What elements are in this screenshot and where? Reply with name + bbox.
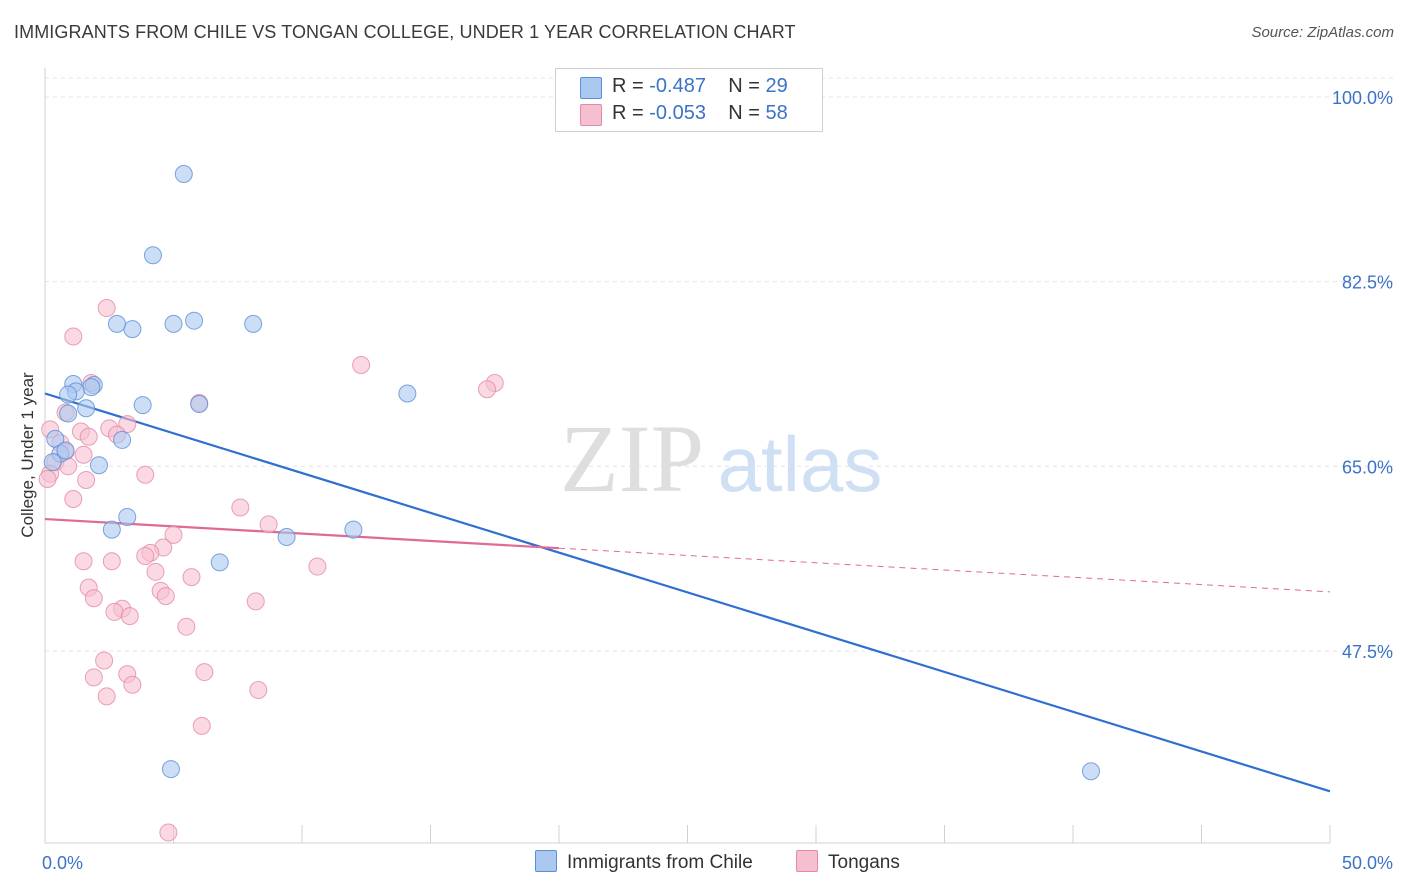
legend-r-label: R = bbox=[612, 102, 650, 124]
data-point-tongans bbox=[136, 546, 155, 565]
bottom-legend-chile: Immigrants from Chile bbox=[535, 850, 753, 874]
y-tick-label: 82.5% bbox=[1342, 273, 1393, 293]
data-point-tongans bbox=[64, 490, 83, 509]
data-point-chile bbox=[56, 441, 75, 460]
data-point-chile bbox=[59, 404, 78, 423]
legend-r-label: R = bbox=[612, 75, 650, 97]
data-point-chile bbox=[210, 553, 229, 572]
legend-n-value: 58 bbox=[765, 102, 788, 124]
data-point-tongans bbox=[156, 587, 175, 606]
data-point-tongans bbox=[192, 716, 211, 735]
data-point-chile bbox=[244, 314, 263, 333]
data-point-chile bbox=[190, 395, 209, 414]
legend-n-label: N = bbox=[728, 75, 766, 97]
data-point-chile bbox=[89, 456, 108, 475]
data-point-tongans bbox=[79, 427, 98, 446]
legend-swatch-blue bbox=[580, 77, 602, 99]
legend-swatch-pink bbox=[580, 104, 602, 126]
data-point-tongans bbox=[308, 557, 327, 576]
bottom-legend-swatch-blue bbox=[535, 850, 557, 872]
data-point-chile bbox=[174, 165, 193, 184]
data-point-chile bbox=[102, 520, 121, 539]
data-point-chile bbox=[185, 311, 204, 330]
data-point-tongans bbox=[231, 498, 250, 517]
data-point-chile bbox=[107, 314, 126, 333]
data-point-tongans bbox=[352, 356, 371, 375]
data-point-tongans bbox=[177, 617, 196, 636]
data-point-chile bbox=[161, 760, 180, 779]
watermark-atlas: atlas bbox=[718, 420, 883, 508]
data-point-chile bbox=[398, 384, 417, 403]
data-point-chile bbox=[277, 528, 296, 547]
x-tick-label: 50.0% bbox=[1342, 853, 1393, 873]
data-point-tongans bbox=[478, 380, 497, 399]
data-point-tongans bbox=[77, 471, 96, 490]
y-axis-label: College, Under 1 year bbox=[18, 372, 37, 538]
axes bbox=[44, 68, 1331, 844]
watermark: ZIP atlas bbox=[560, 405, 882, 512]
bottom-legend-label: Tongans bbox=[828, 852, 900, 873]
data-point-tongans bbox=[259, 515, 278, 534]
tick-labels: 47.5% 65.0% 82.5% 100.0% 0.0% 50.0% bbox=[42, 88, 1393, 873]
data-point-tongans bbox=[146, 562, 165, 581]
legend-n-label: N = bbox=[728, 102, 766, 124]
data-point-chile bbox=[1081, 762, 1100, 781]
data-point-tongans bbox=[64, 327, 83, 346]
data-point-tongans bbox=[74, 445, 93, 464]
legend-r-value: -0.487 bbox=[649, 75, 706, 97]
data-point-tongans bbox=[84, 589, 103, 608]
legend-r-value: -0.053 bbox=[649, 102, 706, 124]
data-point-tongans bbox=[182, 568, 201, 587]
data-point-tongans bbox=[159, 823, 178, 842]
bottom-legend-label: Immigrants from Chile bbox=[567, 852, 753, 873]
data-point-chile bbox=[118, 507, 137, 526]
watermark-zip: ZIP bbox=[560, 405, 704, 512]
legend-n-value: 29 bbox=[765, 75, 788, 97]
bottom-legend-swatch-pink bbox=[796, 850, 818, 872]
data-point-chile bbox=[133, 396, 152, 415]
data-point-chile bbox=[113, 430, 132, 449]
data-point-tongans bbox=[84, 668, 103, 687]
data-point-tongans bbox=[249, 681, 268, 700]
data-point-tongans bbox=[136, 465, 155, 484]
trend-line-tongans-extrapolated bbox=[558, 547, 1331, 593]
data-point-chile bbox=[123, 320, 142, 339]
bottom-legend-tongans: Tongans bbox=[796, 850, 900, 874]
data-point-tongans bbox=[120, 607, 139, 626]
data-point-tongans bbox=[38, 469, 57, 488]
data-points bbox=[38, 165, 1100, 842]
data-point-chile bbox=[59, 385, 78, 404]
y-tick-label: 47.5% bbox=[1342, 642, 1393, 662]
chart-source: Source: ZipAtlas.com bbox=[1251, 24, 1394, 41]
trend-line-chile bbox=[44, 392, 1331, 793]
data-point-chile bbox=[164, 314, 183, 333]
data-point-chile bbox=[43, 453, 62, 472]
data-point-chile bbox=[82, 378, 101, 397]
data-point-tongans bbox=[102, 552, 121, 571]
y-tick-label: 100.0% bbox=[1332, 88, 1393, 108]
y-tick-label: 65.0% bbox=[1342, 457, 1393, 477]
data-point-tongans bbox=[246, 592, 265, 611]
chart-title: IMMIGRANTS FROM CHILE VS TONGAN COLLEGE,… bbox=[14, 22, 796, 42]
data-point-tongans bbox=[105, 602, 124, 621]
data-point-tongans bbox=[123, 675, 142, 694]
grid-lines bbox=[45, 77, 1395, 652]
data-point-tongans bbox=[74, 552, 93, 571]
x-tick-label: 0.0% bbox=[42, 853, 83, 873]
data-point-tongans bbox=[97, 687, 116, 706]
stats-legend: R = -0.487 N = 29 R = -0.053 N = 58 bbox=[555, 68, 823, 132]
data-point-chile bbox=[344, 520, 363, 539]
data-point-tongans bbox=[95, 651, 114, 670]
data-point-chile bbox=[143, 246, 162, 265]
data-point-tongans bbox=[195, 663, 214, 682]
data-point-tongans bbox=[97, 299, 116, 318]
data-point-chile bbox=[77, 399, 96, 418]
data-point-tongans bbox=[164, 525, 183, 544]
